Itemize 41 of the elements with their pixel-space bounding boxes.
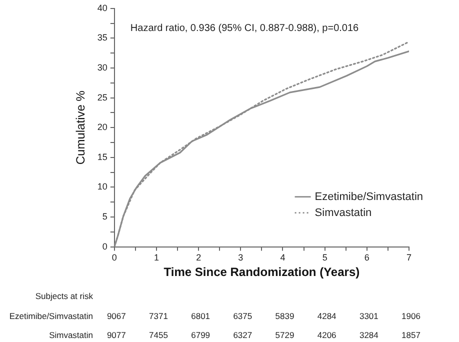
text: 6799 <box>191 330 210 340</box>
y-tick-label: 35 <box>97 32 108 43</box>
y-tick-label: 10 <box>97 182 108 192</box>
text: 3284 <box>359 330 379 340</box>
text: 7455 <box>149 330 168 340</box>
text: 6375 <box>233 311 252 322</box>
text: 5839 <box>275 311 294 322</box>
legend-label: Ezetimibe/Simvastatin <box>314 190 424 203</box>
x-tick-label: 0 <box>112 252 117 263</box>
text: Ezetimibe/Simvastatin <box>9 311 94 322</box>
x-tick-label: 1 <box>154 252 160 263</box>
text: 4284 <box>317 311 337 322</box>
y-tick-label: 20 <box>97 122 108 132</box>
y-axis-title: Cumulative % <box>74 90 88 165</box>
text: 5729 <box>275 330 294 340</box>
y-tick-label: 0 <box>102 241 108 252</box>
text: 9067 <box>106 311 126 322</box>
annotation: Hazard ratio, 0.936 (95% CI, 0.887-0.988), p=0.016 <box>130 23 360 34</box>
text: 4206 <box>317 330 337 340</box>
text: 7371 <box>149 311 168 322</box>
y-tick-label: 15 <box>97 152 108 162</box>
legend-label: Simvastatin <box>314 206 372 219</box>
text: 6801 <box>191 311 210 322</box>
y-tick-label: 30 <box>97 62 108 72</box>
x-axis-title: Time Since Randomization (Years) <box>164 265 360 280</box>
x-tick-label: 7 <box>406 252 412 263</box>
text: 3301 <box>359 311 379 322</box>
text: 6327 <box>233 330 252 340</box>
x-tick-label: 6 <box>364 252 370 263</box>
y-tick-label: 40 <box>97 2 108 13</box>
x-tick-label: 5 <box>322 252 328 263</box>
x-tick-label: 2 <box>196 252 202 263</box>
text: 1906 <box>402 311 421 322</box>
y-tick-label: 5 <box>102 211 108 222</box>
text: 1857 <box>402 330 421 340</box>
x-tick-label: 4 <box>280 252 286 263</box>
text: Subjects at risk <box>35 291 94 302</box>
text: Simvastatin <box>49 330 94 340</box>
y-tick-label: 25 <box>97 92 108 102</box>
x-tick-label: 3 <box>238 252 244 263</box>
text: 9077 <box>106 330 126 340</box>
